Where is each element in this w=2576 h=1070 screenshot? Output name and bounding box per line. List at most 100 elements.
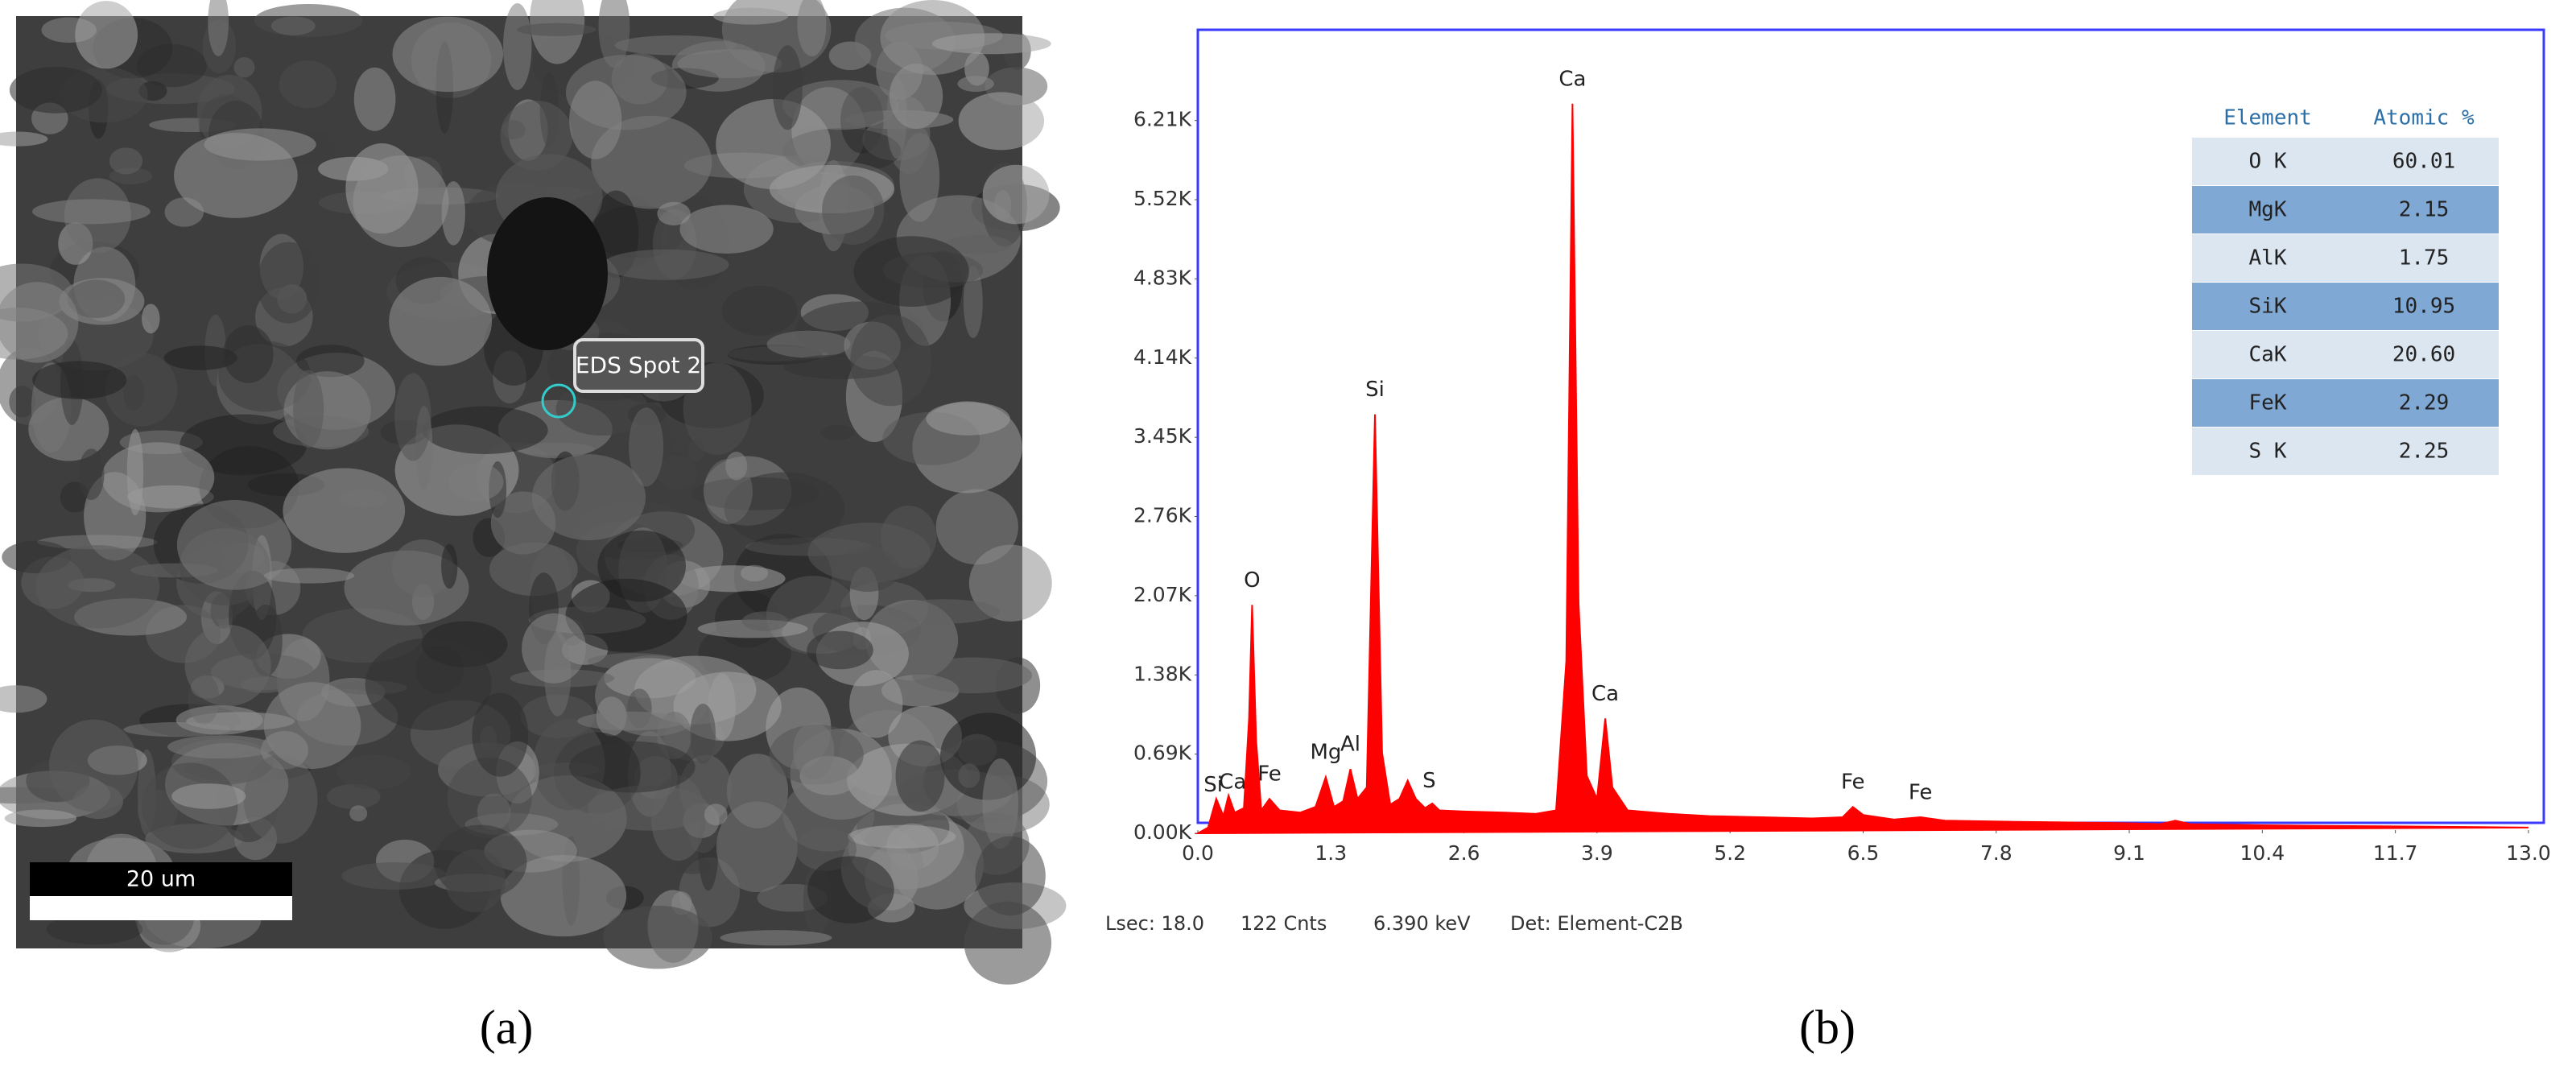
sem-grain	[503, 2, 532, 90]
sem-grain	[365, 638, 492, 731]
sem-grain	[184, 625, 271, 707]
table-cell: O K	[2249, 150, 2287, 174]
sem-grain	[516, 23, 597, 36]
sem-grain	[975, 836, 1046, 916]
sem-grain	[0, 685, 47, 713]
table-cell: AlK	[2249, 246, 2287, 271]
sem-grain	[772, 45, 803, 130]
y-tick-label: 2.76K	[1133, 504, 1192, 527]
sem-grain	[531, 454, 646, 541]
sem-grain	[957, 76, 994, 93]
sem-grain	[75, 1, 138, 69]
sem-grain	[721, 285, 798, 336]
sem-grain	[208, 0, 229, 56]
sem-grain	[447, 757, 532, 839]
sem-grain	[35, 545, 160, 629]
sem-grain	[9, 67, 102, 114]
sem-grain	[849, 670, 903, 738]
sem-grain	[167, 735, 275, 759]
sem-grain	[394, 373, 431, 461]
sem-grain	[4, 809, 77, 828]
sem-grain	[0, 282, 79, 363]
sem-grain	[793, 721, 835, 780]
table-row	[2192, 186, 2499, 233]
peak-label: Ca	[1558, 67, 1586, 91]
x-tick-label: 3.9	[1581, 841, 1613, 865]
sem-image	[0, 0, 1067, 985]
sem-grain	[704, 804, 728, 826]
sem-grain	[353, 67, 396, 131]
sem-grain	[142, 304, 160, 334]
sem-grain	[807, 856, 894, 923]
table-cell: FeK	[2249, 391, 2287, 415]
sem-grain	[293, 370, 324, 448]
peak-label: O	[1244, 568, 1260, 593]
sem-grain	[591, 115, 712, 209]
y-tick-label: 4.14K	[1133, 345, 1192, 369]
table-cell: S K	[2249, 440, 2287, 464]
sem-grain	[445, 849, 506, 912]
sem-grain	[807, 630, 873, 670]
sem-grain	[514, 442, 595, 456]
sem-grain	[257, 242, 320, 324]
x-tick-label: 7.8	[1980, 841, 2013, 865]
table-header: Element	[2223, 106, 2312, 130]
sem-grain	[614, 35, 737, 56]
table-cell: CaK	[2249, 343, 2287, 367]
sem-grain	[223, 325, 274, 383]
sem-grain	[500, 101, 573, 171]
sem-grain	[690, 704, 716, 764]
sem-grain	[963, 266, 983, 338]
sem-grain	[657, 455, 698, 490]
sem-grain	[724, 472, 845, 546]
sem-grain	[720, 930, 832, 946]
spot-label-box	[573, 338, 704, 393]
sem-grain	[895, 740, 945, 812]
sem-pore	[487, 197, 608, 350]
table-row	[2192, 234, 2499, 282]
sem-grain	[46, 914, 143, 945]
sem-grain	[604, 658, 696, 699]
x-tick-label: 2.6	[1448, 841, 1480, 865]
sem-grain	[296, 345, 365, 378]
sem-grain	[602, 249, 729, 280]
y-tick-label: 0.69K	[1133, 742, 1192, 765]
table-row	[2192, 379, 2499, 427]
spot-label: EDS Spot 2	[576, 352, 701, 378]
sem-grain	[713, 7, 789, 25]
peak-label: Si	[1203, 773, 1223, 797]
footer-text: Lsec: 18.0	[1105, 912, 1204, 935]
sem-grain	[968, 544, 1052, 622]
sem-grain	[389, 276, 493, 366]
peak-label: Ca	[1219, 770, 1246, 795]
scale-bar-box	[30, 862, 292, 896]
sem-grain	[171, 783, 246, 809]
x-tick-label: 1.3	[1315, 841, 1347, 865]
x-tick-label: 11.7	[2373, 841, 2418, 865]
sem-grain	[163, 345, 237, 370]
y-tick-label: 6.21K	[1133, 108, 1192, 131]
table-header: Atomic %	[2373, 106, 2475, 130]
sem-grain	[911, 657, 1033, 694]
sem-grain	[569, 81, 622, 159]
x-tick-label: 10.4	[2240, 841, 2285, 865]
sem-grain	[847, 824, 956, 849]
sem-grain	[629, 407, 664, 487]
sem-grain	[725, 451, 748, 481]
sem-grain	[283, 468, 406, 553]
sem-grain	[726, 754, 789, 828]
sem-grain	[741, 611, 788, 631]
sem-grain	[716, 99, 831, 190]
sem-grain	[353, 155, 449, 247]
sem-grain	[797, 0, 827, 56]
sem-grain	[822, 175, 885, 245]
scale-bar	[30, 896, 292, 920]
sem-grain	[675, 858, 711, 874]
sem-grain	[109, 147, 143, 175]
y-tick-label: 2.07K	[1133, 583, 1192, 606]
peak-label: Fe	[1841, 770, 1865, 795]
sem-grain	[233, 56, 255, 78]
sem-grain	[716, 801, 798, 893]
x-tick-label: 5.2	[1714, 841, 1746, 865]
